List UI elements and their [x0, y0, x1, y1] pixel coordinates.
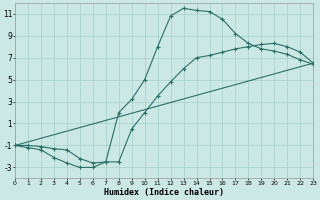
- X-axis label: Humidex (Indice chaleur): Humidex (Indice chaleur): [104, 188, 224, 197]
